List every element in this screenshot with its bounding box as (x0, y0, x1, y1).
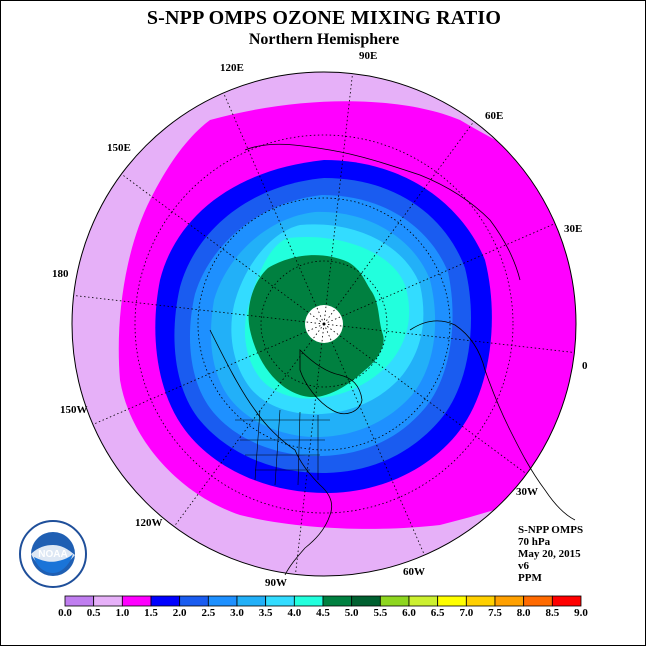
colorbar-tick-label: 5.5 (373, 607, 388, 619)
colorbar-tick-label: 4.5 (316, 607, 330, 619)
longitude-label: 150E (107, 142, 131, 154)
longitude-label: 90W (265, 577, 287, 589)
coastlines (209, 143, 576, 576)
info-version: v6 (518, 560, 529, 572)
longitude-label: 180 (52, 268, 69, 280)
colorbar-tick-label: 1.0 (115, 607, 130, 619)
longitude-label: 30W (516, 486, 538, 498)
longitude-label: 120W (135, 517, 163, 529)
colorbar-tick-label: 7.5 (488, 607, 502, 619)
info-instrument: S-NPP OMPS (518, 524, 584, 536)
colorbar-tick-label: 0.0 (58, 607, 72, 619)
info-date: May 20, 2015 (518, 548, 581, 560)
coastline-europe-africa (409, 320, 576, 521)
colorbar-tick-label: 6.5 (430, 607, 445, 619)
colorbar-tick-label: 2.5 (201, 607, 216, 619)
colorbar-tick-label: 8.0 (516, 607, 531, 619)
colorbar-tick-label: 9.0 (574, 607, 588, 619)
colorbar-tick-label: 6.0 (402, 607, 416, 619)
longitude-label: 150W (60, 404, 88, 416)
colorbar-tick-label: 3.0 (230, 607, 244, 619)
colorbar-tick-label: 1.5 (144, 607, 158, 619)
latitude-circle (197, 197, 451, 451)
coastline-asia (244, 143, 521, 281)
graticule (73, 73, 575, 575)
ozone-contour-field (72, 72, 576, 576)
longitude-label: 30E (564, 223, 583, 235)
colorbar-tick-label: 3.5 (258, 607, 273, 619)
info-units: PPM (518, 572, 542, 584)
colorbar-tick-label: 4.0 (287, 607, 302, 619)
noaa-logo: NOAA (19, 520, 87, 588)
colorbar-tick-label: 2.0 (172, 607, 187, 619)
coastline-north-america (209, 329, 333, 576)
longitude-label: 90E (359, 50, 378, 62)
longitude-label: 60E (485, 110, 504, 122)
colorbar-tick-label: 0.5 (86, 607, 101, 619)
map-boundary (71, 71, 577, 577)
data-info: S-NPP OMPS 70 hPa May 20, 2015 v6 PPM (518, 524, 583, 584)
map-subtitle: Northern Hemisphere (248, 31, 400, 48)
map-title: S-NPP OMPS OZONE MIXING RATIO (146, 7, 502, 29)
info-level: 70 hPa (518, 536, 551, 548)
colorbar-tick-label: 7.0 (459, 607, 474, 619)
latitude-circle (134, 134, 514, 514)
usa-state-boundaries (235, 409, 330, 486)
longitude-label: 60W (403, 566, 425, 578)
coastline-greenland (299, 349, 363, 414)
colorbar-tick-label: 8.5 (545, 607, 560, 619)
noaa-logo-text: NOAA (38, 549, 67, 560)
longitude-label: 120E (220, 62, 244, 74)
longitude-label: 0 (582, 360, 588, 372)
colorbar-tick-label: 5.0 (344, 607, 359, 619)
latitude-circle (260, 260, 388, 388)
